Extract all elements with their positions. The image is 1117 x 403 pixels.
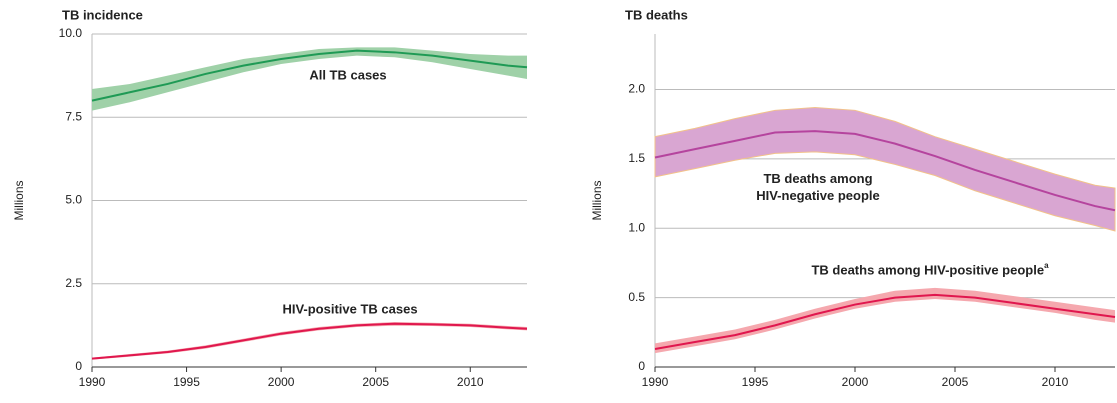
- footnote-mark: a: [1044, 261, 1049, 270]
- x-tick-label: 2005: [942, 375, 969, 389]
- uncertainty-band: [92, 47, 527, 111]
- series-label: TB deaths among HIV-positive peoplea: [811, 261, 1049, 277]
- chart-title: TB deaths: [625, 7, 688, 22]
- x-tick-label: 1995: [742, 375, 769, 389]
- y-tick-label: 1.0: [628, 220, 645, 234]
- y-tick-label: 5.0: [65, 193, 82, 207]
- uncertainty-band: [92, 322, 527, 360]
- x-tick-label: 1995: [173, 375, 200, 389]
- series-label: TB deaths among HIV-negative people: [756, 171, 880, 203]
- x-tick-label: 1990: [642, 375, 669, 389]
- y-tick-label: 0.5: [628, 290, 645, 304]
- uncertainty-band: [654, 107, 1116, 232]
- y-tick-label: 0: [638, 359, 645, 373]
- uncertainty-band: [655, 287, 1115, 354]
- y-tick-label: 2.0: [628, 82, 645, 96]
- series-line: [91, 49, 528, 102]
- y-tick-label: 0: [75, 359, 82, 373]
- y-axis-label: Millions: [12, 180, 26, 220]
- series-line: [654, 293, 1116, 350]
- y-tick-label: 2.5: [65, 276, 82, 290]
- chart-title: TB incidence: [62, 7, 143, 22]
- series-label: All TB cases: [309, 67, 386, 82]
- y-tick-label: 10.0: [59, 26, 83, 40]
- series-label: HIV-positive TB cases: [282, 301, 417, 316]
- x-tick-label: 1990: [79, 375, 106, 389]
- series-label-line: TB deaths among: [763, 171, 872, 186]
- x-tick-label: 2000: [268, 375, 295, 389]
- x-tick-label: 2010: [457, 375, 484, 389]
- y-axis-label: Millions: [590, 180, 604, 220]
- series-line: [654, 130, 1116, 212]
- x-tick-label: 2000: [842, 375, 869, 389]
- series-line: [91, 322, 528, 360]
- x-tick-label: 2005: [362, 375, 389, 389]
- series-label-line: HIV-negative people: [756, 188, 880, 203]
- y-tick-label: 1.5: [628, 151, 645, 165]
- x-tick-label: 2010: [1042, 375, 1069, 389]
- y-tick-label: 7.5: [65, 109, 82, 123]
